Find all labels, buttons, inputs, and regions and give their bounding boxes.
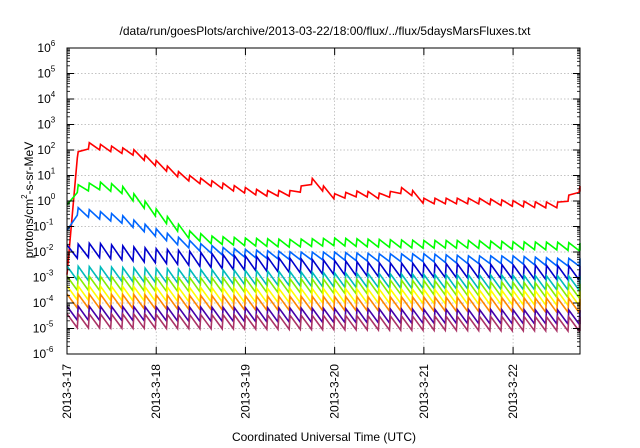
x-axis-label: Coordinated Universal Time (UTC) <box>232 430 416 444</box>
y-tick-exponent: 5 <box>51 65 56 74</box>
y-tick-exponent: 3 <box>51 116 56 125</box>
y-tick-base: 10 <box>37 143 51 157</box>
y-tick-base: 10 <box>37 194 51 208</box>
y-axis-label-prefix: protons/cm <box>22 199 36 258</box>
y-tick-label: 10-3 <box>33 269 54 285</box>
y-axis-label-text: protons/cm2-s-sr-MeV <box>20 142 36 258</box>
x-tick-label: 2013-3-17 <box>60 364 74 419</box>
y-tick-base: 10 <box>37 67 51 81</box>
series-line <box>66 241 581 283</box>
series-line <box>66 141 581 275</box>
y-tick-base: 10 <box>33 271 47 285</box>
y-tick-exponent: 1 <box>51 167 56 176</box>
y-tick-exponent: -5 <box>46 320 54 329</box>
series-line <box>66 180 581 253</box>
y-tick-exponent: -2 <box>46 243 54 252</box>
y-axis-label-superscript: 2 <box>20 194 29 199</box>
y-tick-base: 10 <box>33 296 47 310</box>
chart-title: /data/run/goesPlots/archive/2013-03-22/1… <box>120 24 532 38</box>
y-tick-label: 10-2 <box>33 243 54 259</box>
y-tick-label: 105 <box>37 65 55 81</box>
x-tick-label: 2013-3-22 <box>506 364 520 419</box>
y-tick-exponent: 4 <box>51 90 56 99</box>
series-line <box>66 291 581 315</box>
y-tick-label: 10-1 <box>33 218 54 234</box>
y-tick-label: 101 <box>37 167 55 183</box>
x-tick-label: 2013-3-18 <box>149 364 163 419</box>
y-tick-label: 100 <box>37 192 55 208</box>
y-axis-label: protons/cm2-s-sr-MeV <box>20 142 36 258</box>
x-tick-label: 2013-3-19 <box>238 364 252 419</box>
y-tick-exponent: -1 <box>46 218 54 227</box>
y-tick-label: 106 <box>37 39 55 55</box>
y-tick-base: 10 <box>37 118 51 132</box>
y-tick-base: 10 <box>37 92 51 106</box>
y-tick-exponent: 0 <box>51 192 56 201</box>
y-tick-label: 102 <box>37 141 55 157</box>
ticks: 10610510410310210110010-110-210-310-410-… <box>33 39 580 419</box>
y-tick-base: 10 <box>37 41 51 55</box>
series-line <box>66 311 581 334</box>
y-tick-base: 10 <box>33 347 47 361</box>
y-tick-exponent: 6 <box>51 39 56 48</box>
y-tick-base: 10 <box>33 245 47 259</box>
y-tick-label: 103 <box>37 116 55 132</box>
y-tick-label: 10-6 <box>33 345 54 361</box>
series-line <box>66 206 581 268</box>
y-tick-label: 10-5 <box>33 320 54 336</box>
y-tick-exponent: -4 <box>46 294 54 303</box>
x-tick-label: 2013-3-21 <box>417 364 431 419</box>
y-tick-base: 10 <box>33 322 47 336</box>
y-tick-base: 10 <box>33 220 47 234</box>
y-tick-label: 104 <box>37 90 55 106</box>
y-tick-exponent: -3 <box>46 269 54 278</box>
series-group <box>66 141 581 334</box>
y-tick-exponent: -6 <box>46 345 54 354</box>
y-tick-exponent: 2 <box>51 141 56 150</box>
y-axis-label-suffix: -s-sr-MeV <box>22 142 36 195</box>
y-tick-base: 10 <box>37 169 51 183</box>
y-tick-label: 10-4 <box>33 294 54 310</box>
x-tick-label: 2013-3-20 <box>328 364 342 419</box>
